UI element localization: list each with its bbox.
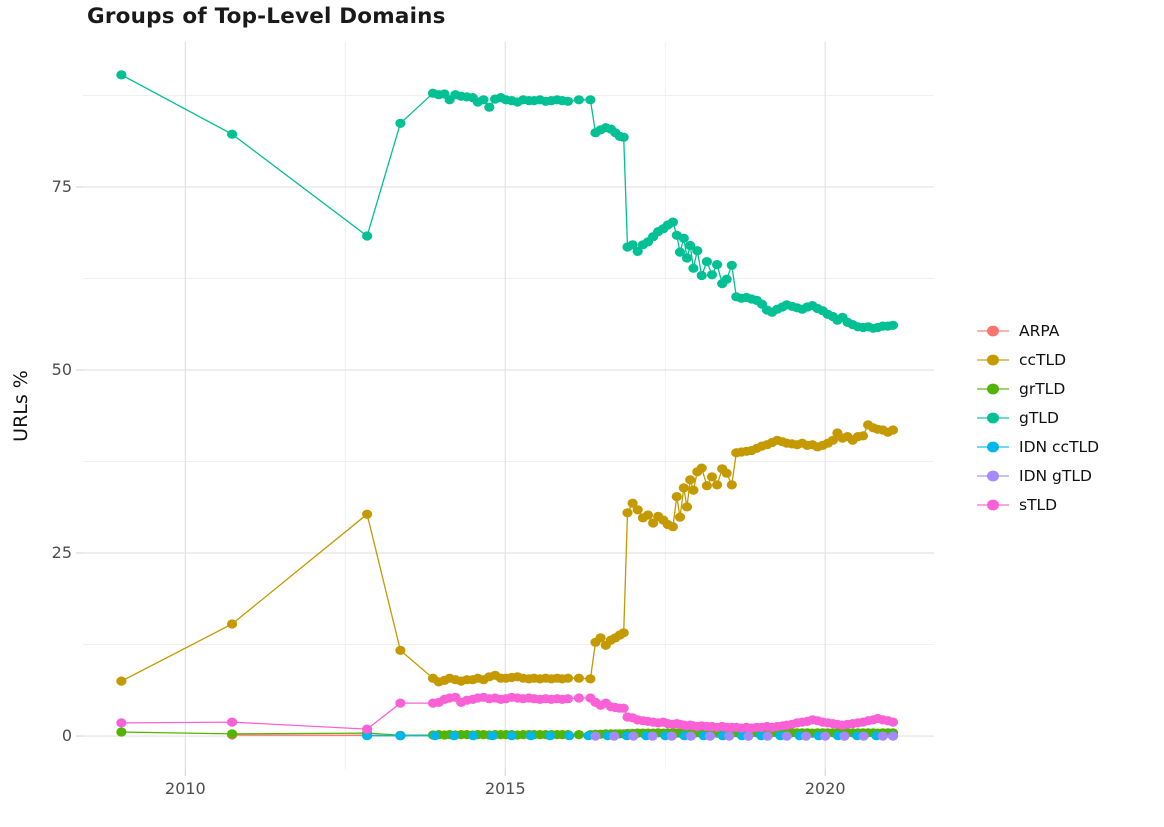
legend-label: gTLD	[1019, 408, 1059, 427]
series-points-sTLD	[116, 692, 899, 734]
series-line-gTLD	[121, 74, 894, 329]
legend-label: grTLD	[1019, 379, 1066, 398]
legend-key-icon	[977, 441, 1009, 452]
x-tick-label: 2020	[804, 779, 846, 798]
x-tick-label: 2015	[484, 779, 526, 798]
legend-item-grTLD: grTLD	[976, 374, 1099, 403]
y-tick-label: 0	[61, 726, 72, 746]
legend-item-gTLD: gTLD	[976, 403, 1099, 432]
y-tick-label: 50	[51, 359, 72, 379]
major-gridlines	[83, 42, 934, 769]
legend: ARPA ccTLD grTLD gTLD IDN ccTLD IDN gTLD sTLD	[976, 316, 1099, 519]
legend-label: IDN ccTLD	[1019, 437, 1100, 456]
legend-key-icon	[977, 412, 1009, 423]
legend-key-icon	[977, 325, 1009, 336]
legend-item-ARPA: ARPA	[976, 316, 1099, 345]
y-tick-label: 25	[51, 543, 72, 563]
legend-label: sTLD	[1019, 495, 1058, 514]
series-points-ccTLD	[116, 420, 899, 687]
y-tick-label: 75	[51, 176, 72, 196]
legend-key-icon	[977, 383, 1009, 394]
legend-item-IDN-gTLD: IDN gTLD	[976, 461, 1099, 490]
legend-label: ARPA	[1019, 321, 1060, 340]
axis-ticks	[76, 186, 826, 776]
legend-key-icon	[977, 470, 1009, 481]
legend-key-icon	[977, 499, 1009, 510]
series-points-IDN-gTLD	[590, 731, 899, 741]
legend-label: IDN gTLD	[1019, 466, 1092, 485]
series-points-gTLD	[116, 70, 899, 333]
legend-item-sTLD: sTLD	[976, 490, 1099, 519]
legend-key-icon	[977, 354, 1009, 365]
legend-item-IDN-ccTLD: IDN ccTLD	[976, 432, 1099, 461]
x-tick-label: 2010	[165, 779, 206, 798]
legend-item-ccTLD: ccTLD	[976, 345, 1099, 374]
chart-title: Groups of Top-Level Domains	[87, 4, 446, 29]
minor-gridlines	[83, 42, 934, 769]
legend-label: ccTLD	[1019, 350, 1067, 369]
